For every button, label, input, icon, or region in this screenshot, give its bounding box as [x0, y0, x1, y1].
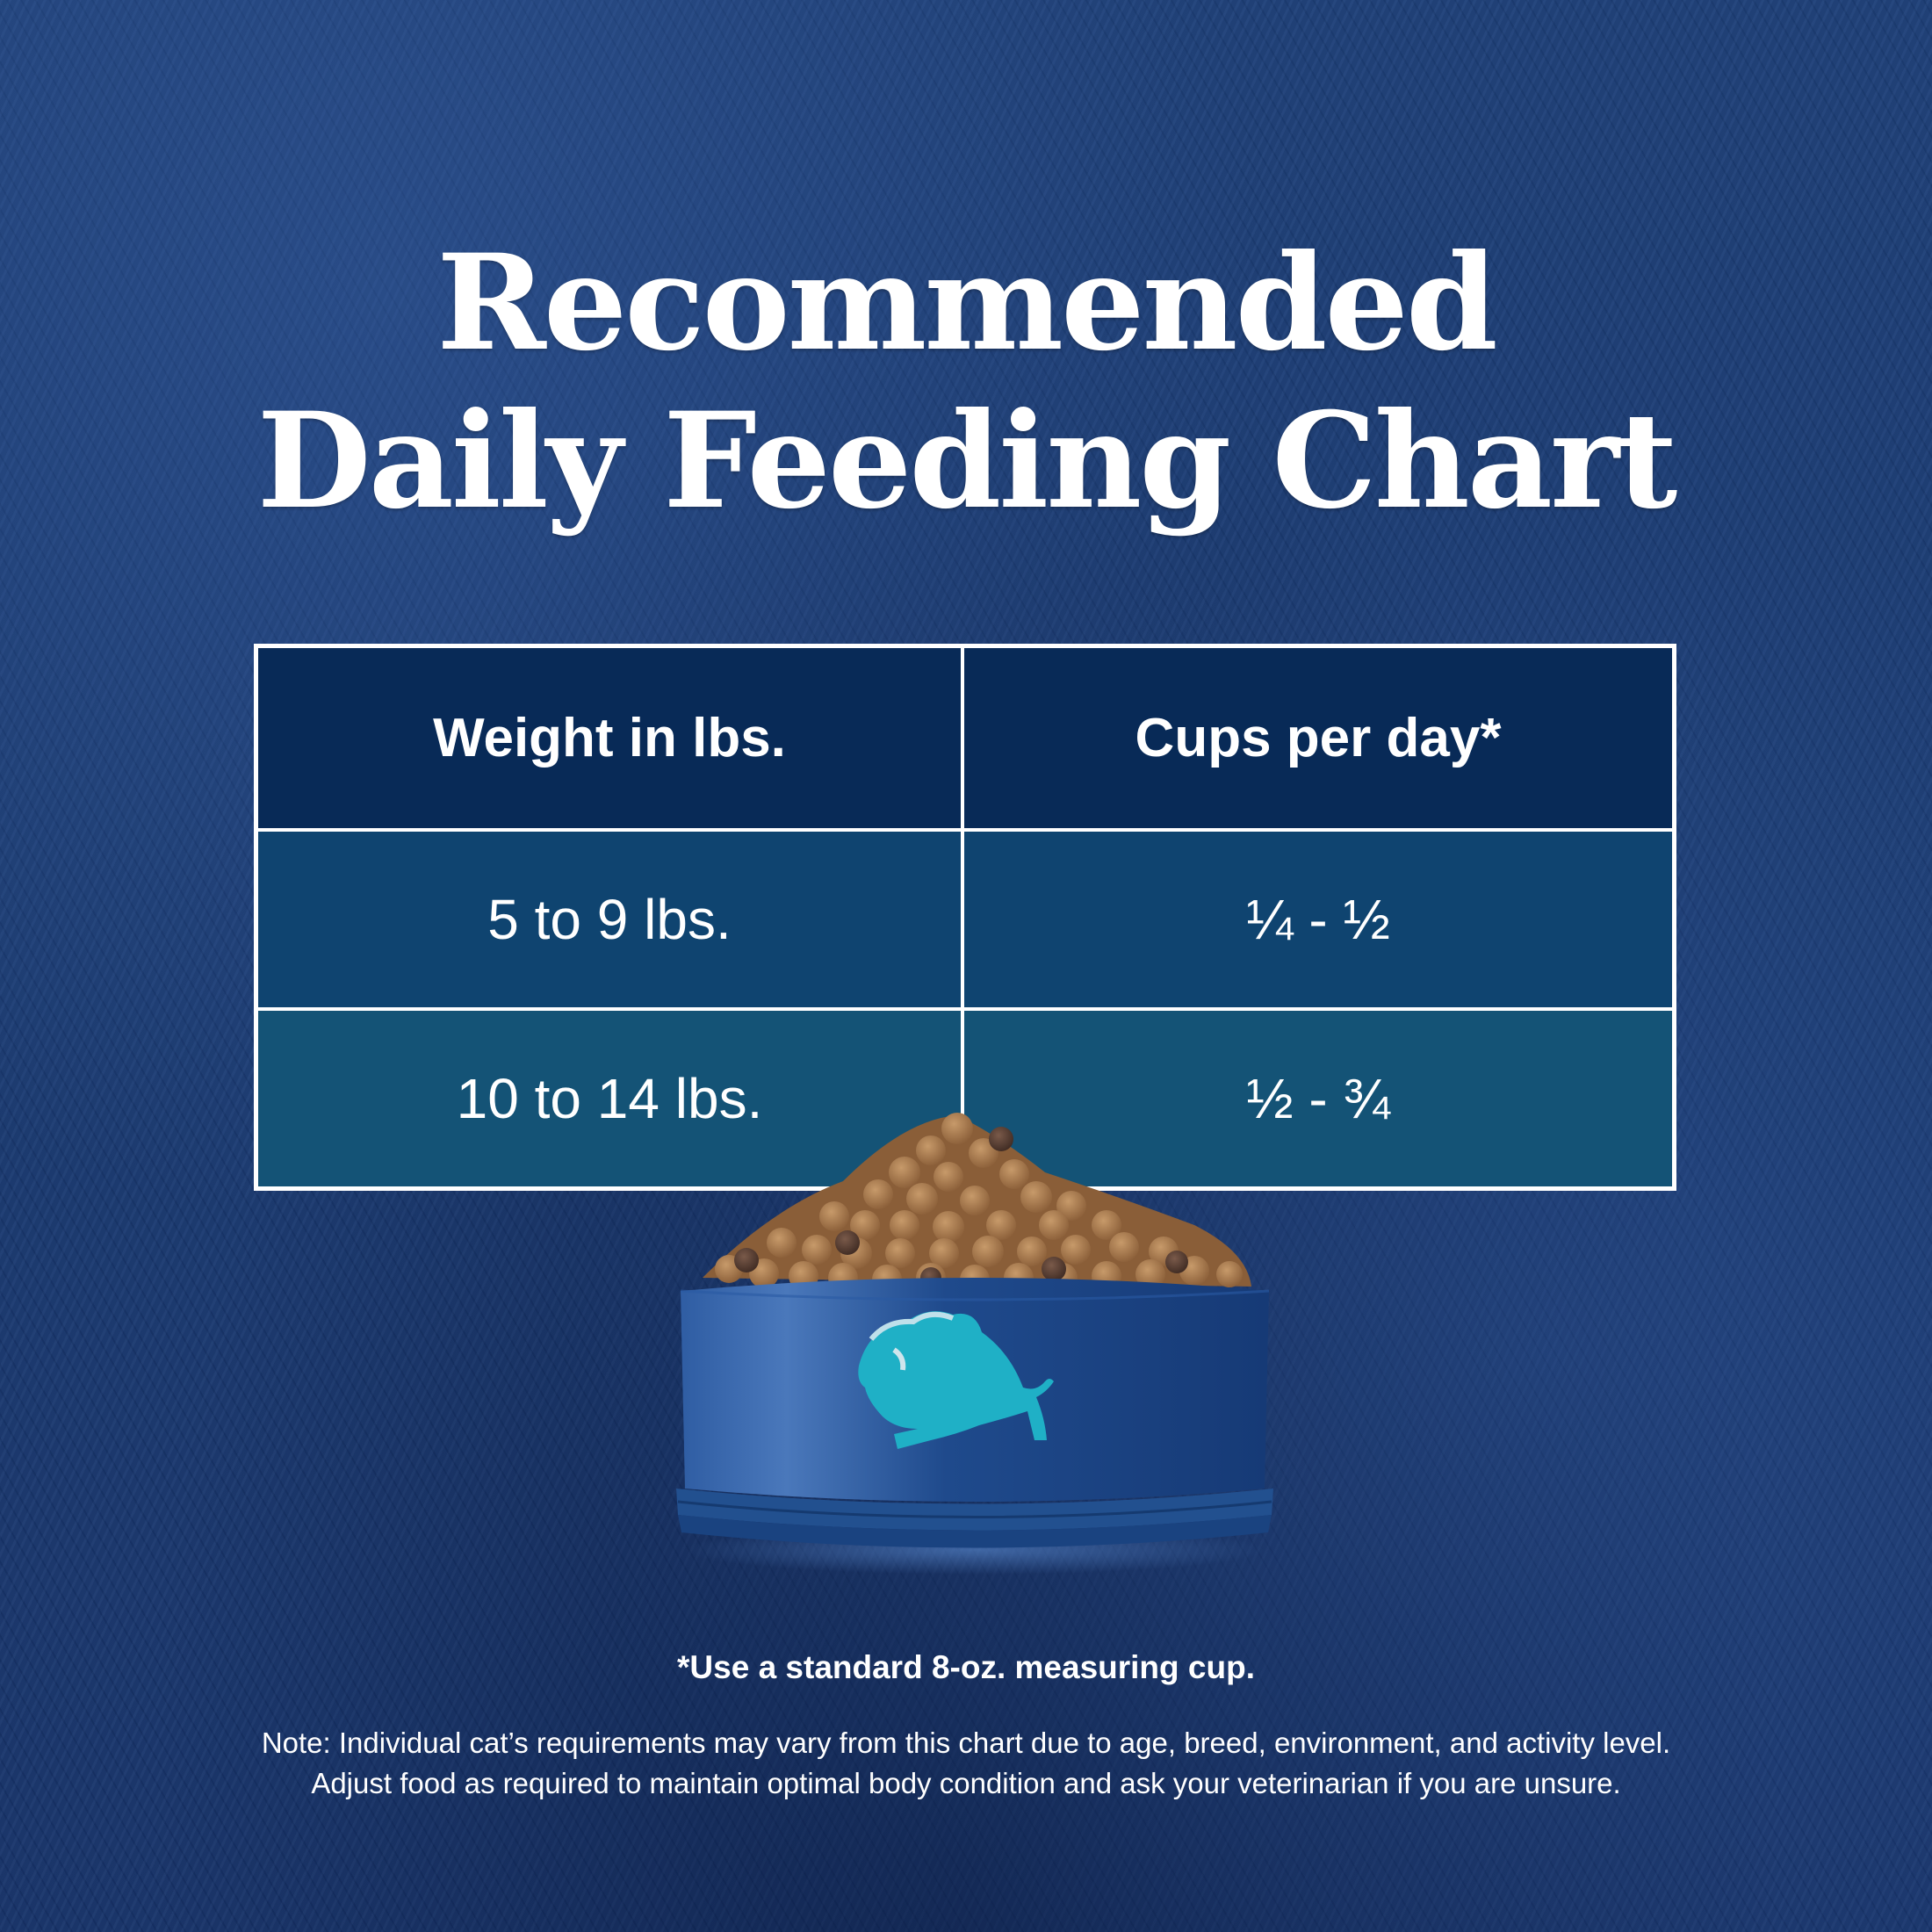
- bison-icon: [858, 1311, 1054, 1449]
- row-1-weight: 5 to 9 lbs.: [258, 832, 961, 1007]
- header-cups: Cups per day*: [964, 648, 1672, 828]
- row-1-cups: ¼ - ½: [964, 832, 1672, 1007]
- note-line-1: Note: Individual cat’s requirements may …: [261, 1727, 1671, 1759]
- title-line-2: Daily Feeding Chart: [256, 384, 1678, 538]
- row-2-weight: 10 to 14 lbs.: [258, 1011, 961, 1186]
- row-2-cups: ½ - ¾: [964, 1011, 1672, 1186]
- note-line-2: Adjust food as required to maintain opti…: [311, 1767, 1621, 1799]
- page-title: Recommended Daily Feeding Chart: [0, 224, 1932, 540]
- measuring-cup-footnote: *Use a standard 8-oz. measuring cup.: [677, 1649, 1255, 1685]
- title-line-1: Recommended: [436, 226, 1498, 380]
- feeding-chart-table: Weight in lbs. Cups per day* 5 to 9 lbs.…: [254, 644, 1676, 1191]
- kibble-bowl-image: [667, 1102, 1282, 1576]
- header-weight: Weight in lbs.: [258, 648, 961, 828]
- kibble-pile: [703, 1113, 1251, 1294]
- disclaimer-note: Note: Individual cat’s requirements may …: [0, 1723, 1932, 1804]
